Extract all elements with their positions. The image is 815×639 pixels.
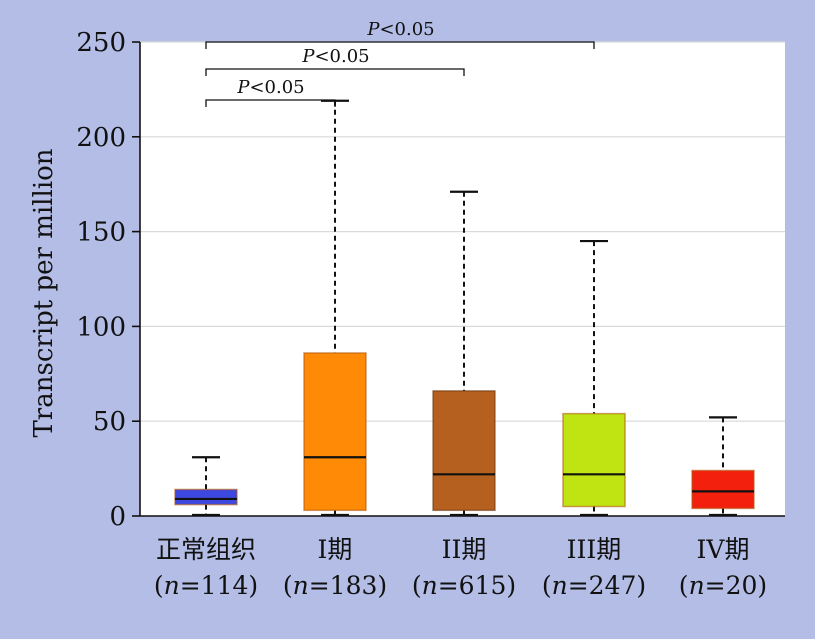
n-value: =114) (180, 571, 258, 600)
box-2 (303, 99, 367, 517)
x-n-label: (n=114) (154, 571, 258, 600)
p-symbol: P (366, 19, 380, 40)
x-n-label: (n=183) (283, 571, 387, 600)
significance-label: P<0.05 (366, 19, 434, 40)
n-value: =247) (568, 571, 646, 600)
p-symbol: P (236, 77, 250, 98)
x-category-label: I期 (318, 535, 353, 564)
box-body (691, 469, 755, 510)
n-open: ( (542, 571, 552, 600)
y-tick-label: 50 (93, 407, 126, 437)
box-4 (562, 239, 626, 517)
n-variable: n (689, 571, 705, 600)
y-tick-label: 200 (76, 123, 126, 153)
x-n-label: (n=20) (679, 571, 767, 600)
p-threshold: <0.05 (249, 77, 304, 98)
n-value: =20) (705, 571, 768, 600)
significance-bracket (205, 99, 336, 107)
p-threshold: <0.05 (379, 19, 434, 40)
n-variable: n (552, 571, 568, 600)
significance-bracket (205, 68, 465, 76)
n-variable: n (293, 571, 309, 600)
significance-bracket (205, 41, 595, 49)
box-1 (174, 456, 238, 517)
box-body (432, 390, 496, 512)
y-tick-label: 150 (76, 218, 126, 248)
box-body (562, 412, 626, 508)
x-category-label: III期 (567, 535, 622, 564)
x-n-label: (n=615) (412, 571, 516, 600)
box-5 (691, 416, 755, 517)
n-variable: n (422, 571, 438, 600)
x-n-label: (n=247) (542, 571, 646, 600)
n-value: =183) (309, 571, 387, 600)
n-open: ( (154, 571, 164, 600)
n-open: ( (679, 571, 689, 600)
y-axis-title: Transcript per million (29, 148, 59, 437)
y-tick-label: 250 (76, 28, 126, 58)
p-threshold: <0.05 (314, 46, 369, 67)
significance-label: P<0.05 (301, 46, 369, 67)
x-category-label: IV期 (697, 535, 750, 564)
box-body (303, 352, 367, 512)
n-value: =615) (438, 571, 516, 600)
y-tick-label: 100 (76, 312, 126, 342)
box-body (174, 488, 238, 506)
n-variable: n (164, 571, 180, 600)
x-category-label: II期 (442, 535, 487, 564)
box-3 (432, 190, 496, 517)
y-tick-label: 0 (109, 502, 126, 532)
x-category-label: 正常组织 (156, 535, 256, 564)
n-open: ( (283, 571, 293, 600)
n-open: ( (412, 571, 422, 600)
significance-label: P<0.05 (236, 77, 304, 98)
p-symbol: P (301, 46, 315, 67)
